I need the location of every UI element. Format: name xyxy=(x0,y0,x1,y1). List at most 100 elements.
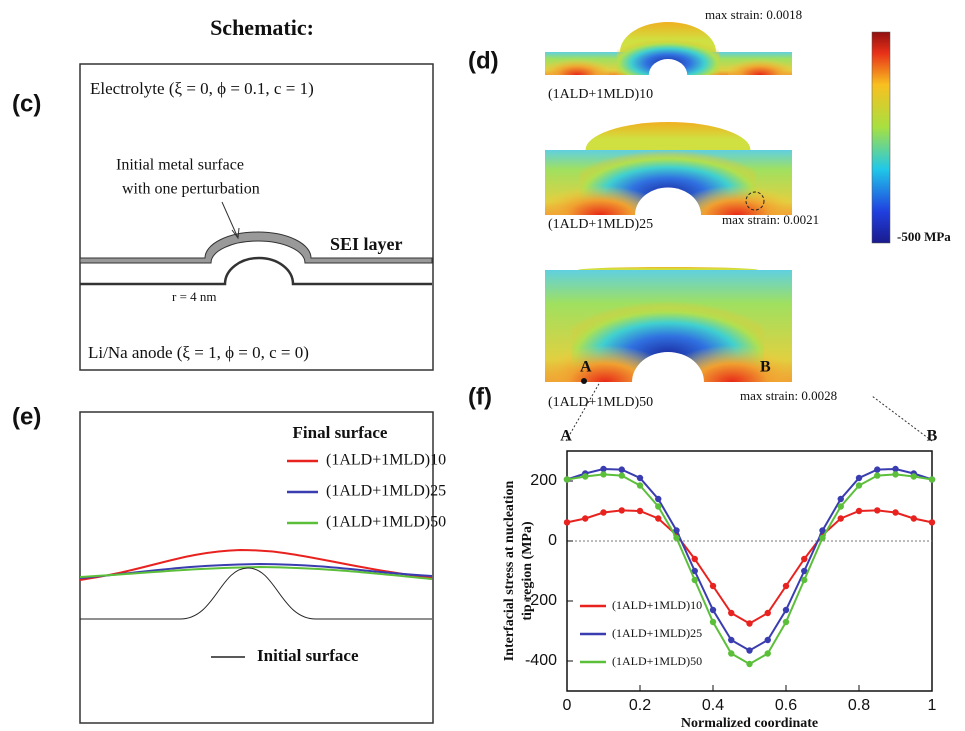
data-point xyxy=(563,476,571,483)
max-strain: max strain: 0.0021 xyxy=(722,212,819,227)
data-point xyxy=(928,476,936,483)
data-point xyxy=(709,606,717,614)
data-point xyxy=(837,515,844,522)
data-point xyxy=(782,582,790,590)
data-point xyxy=(618,466,625,473)
surface-frame xyxy=(79,411,434,724)
final-surface-curve xyxy=(79,548,433,581)
data-point xyxy=(691,555,698,563)
x-axis-label: Normalized coordinate xyxy=(681,716,818,731)
data-point xyxy=(855,482,863,489)
data-point xyxy=(819,534,826,542)
radius-label: r = 4 nm xyxy=(172,289,217,304)
sei-label: SEI layer xyxy=(330,234,403,254)
electrolyte-label: Electrolyte (ξ = 0, ϕ = 0.1, c = 1) xyxy=(90,79,314,98)
legend-entry: Initial surface xyxy=(257,646,359,665)
legend-entry: (1ALD+1MLD)25 xyxy=(326,483,446,500)
data-point xyxy=(618,472,625,479)
x-tick-label: 0.4 xyxy=(702,697,724,714)
notch xyxy=(648,58,688,75)
data-point xyxy=(874,507,881,514)
legend-title: Final surface xyxy=(293,423,388,442)
y-tick-label: 200 xyxy=(530,472,557,489)
schematic-frame xyxy=(79,63,434,371)
leader-line xyxy=(565,381,933,442)
legend-entry: (1ALD+1MLD)10 xyxy=(326,452,446,469)
data-point xyxy=(837,495,844,503)
point-a-dot xyxy=(581,378,587,384)
legend-entry: (1ALD+1MLD)25 xyxy=(612,626,702,640)
data-point xyxy=(782,606,790,614)
data-point xyxy=(892,465,899,473)
metal-surface xyxy=(80,256,432,286)
data-point xyxy=(709,618,717,626)
surface-note: Initial metal surface xyxy=(116,157,244,174)
data-point xyxy=(874,472,881,479)
plot-frame xyxy=(566,450,933,692)
panel-label: (c) xyxy=(12,90,41,117)
data-point xyxy=(764,609,771,617)
x-tick-label: 1 xyxy=(928,697,937,714)
data-point xyxy=(855,474,863,482)
data-point xyxy=(728,636,735,644)
data-point xyxy=(728,650,735,657)
y-axis-label: tip region (MPa) xyxy=(520,521,535,621)
data-point xyxy=(801,576,808,584)
y-tick-label: -200 xyxy=(525,592,557,609)
surface-note: with one perturbation xyxy=(122,181,260,198)
data-point xyxy=(618,507,625,514)
panel-label: (e) xyxy=(12,403,41,430)
data-point xyxy=(691,567,698,575)
sei-layer xyxy=(79,231,433,264)
data-point xyxy=(636,482,644,489)
data-point xyxy=(801,555,808,563)
stress-corner xyxy=(728,47,792,75)
layer-label: (1ALD+1MLD)10 xyxy=(548,87,653,102)
point-label: A xyxy=(580,359,592,376)
anode-label: Li/Na anode (ξ = 1, ϕ = 0, c = 0) xyxy=(88,343,309,362)
layer-label: (1ALD+1MLD)50 xyxy=(548,395,653,410)
data-point xyxy=(636,507,644,515)
data-point xyxy=(563,519,571,526)
data-point xyxy=(655,503,662,510)
notch xyxy=(635,187,701,215)
data-point xyxy=(910,473,917,480)
arrow xyxy=(221,201,240,240)
data-point xyxy=(600,465,607,473)
x-tick-label: 0.6 xyxy=(775,697,797,714)
legend-entry: (1ALD+1MLD)50 xyxy=(326,514,446,531)
x-tick-label: 0 xyxy=(563,697,572,714)
stress-dome xyxy=(578,267,758,270)
data-point xyxy=(582,473,589,480)
data-point xyxy=(728,609,735,617)
schematic-title: Schematic: xyxy=(210,15,314,40)
data-point xyxy=(837,503,844,510)
panel-label: (f) xyxy=(468,383,492,410)
y-tick-label: 0 xyxy=(548,532,557,549)
data-point xyxy=(928,519,936,526)
point-label: B xyxy=(927,428,938,445)
point-label: A xyxy=(560,428,572,445)
initial-surface-curve xyxy=(80,567,432,620)
x-tick-label: 0.2 xyxy=(629,697,651,714)
layer-label: (1ALD+1MLD)25 xyxy=(548,217,653,232)
data-point xyxy=(855,507,863,515)
data-point xyxy=(673,534,680,542)
stress-corner xyxy=(545,47,609,75)
data-point xyxy=(746,620,753,627)
data-point xyxy=(691,576,698,584)
data-point xyxy=(746,660,753,668)
panel-label: (d) xyxy=(468,47,499,74)
data-point xyxy=(673,527,680,534)
point-label: B xyxy=(760,359,771,376)
final-surface-curve xyxy=(79,565,433,580)
colorbar xyxy=(871,31,891,244)
data-point xyxy=(801,567,808,575)
data-point xyxy=(636,474,644,482)
legend-entry: (1ALD+1MLD)10 xyxy=(612,598,702,612)
y-tick-label: -400 xyxy=(525,652,557,669)
strain-marker xyxy=(745,191,765,211)
data-point xyxy=(892,471,899,478)
x-tick-label: 0.8 xyxy=(848,697,870,714)
